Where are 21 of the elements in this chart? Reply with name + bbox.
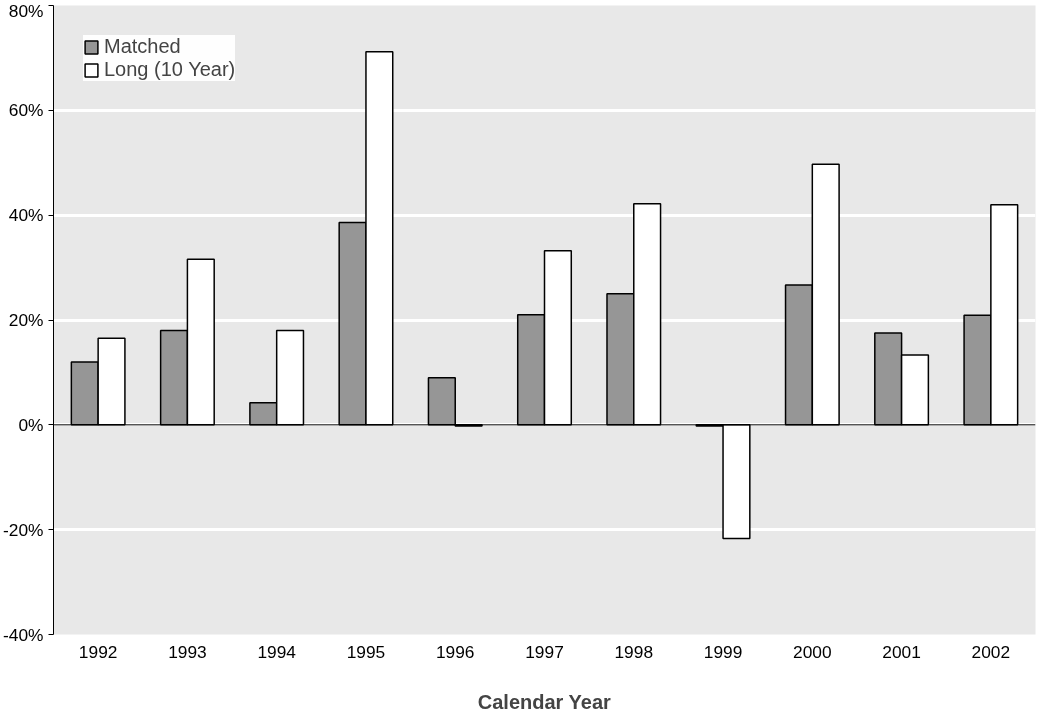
x-axis-title: Calendar Year [477, 690, 612, 713]
x-tick-label: 1997 [525, 641, 564, 662]
legend-label: Matched [104, 35, 181, 58]
x-tick-label: 1998 [614, 641, 654, 662]
x-tick-label: 1994 [257, 641, 297, 662]
x-tick-label: 2000 [793, 641, 832, 662]
y-tick-label: 0% [18, 414, 44, 435]
x-tick-label: 1995 [346, 641, 386, 662]
y-tick-label: -40% [3, 624, 44, 645]
x-tick-label: 1996 [435, 641, 475, 662]
x-tick-label: 1999 [703, 641, 743, 662]
x-tick-label: 1993 [168, 641, 207, 662]
legend-label: Long (10 Year) [104, 58, 236, 81]
y-tick-label: -20% [3, 519, 44, 540]
x-tick-label: 2002 [971, 641, 1011, 662]
y-tick-label: 60% [8, 100, 44, 121]
y-tick-label: 20% [8, 310, 44, 330]
x-tick-label: 1992 [78, 641, 118, 662]
y-tick-label: 40% [8, 205, 44, 226]
x-tick-label: 2001 [882, 641, 921, 662]
y-tick-label: 80% [8, 0, 44, 21]
